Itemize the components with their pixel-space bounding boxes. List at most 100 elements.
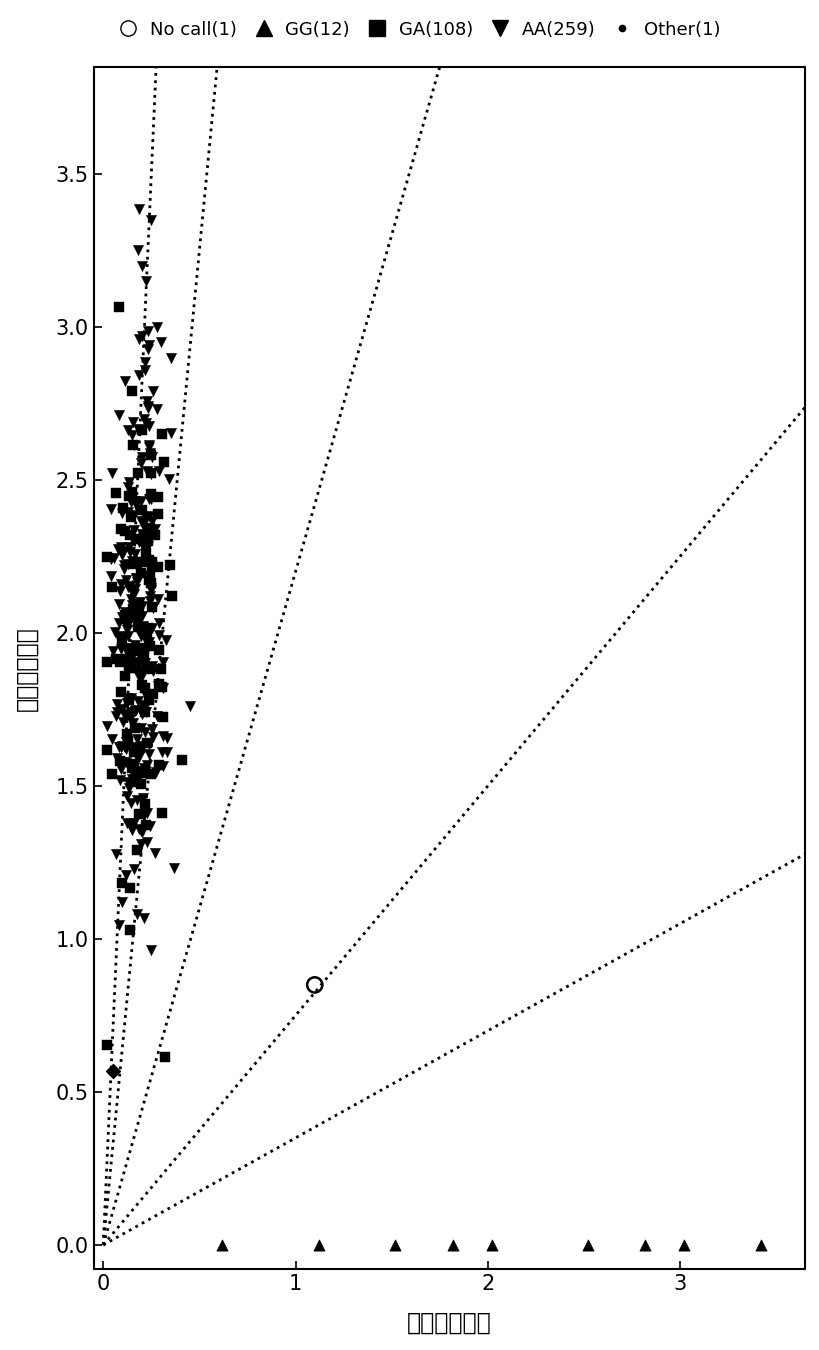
- Point: [141, 733, 154, 755]
- Point: [137, 526, 150, 548]
- Point: [124, 579, 138, 601]
- Point: [150, 705, 163, 726]
- Point: [165, 586, 179, 608]
- Point: [138, 351, 152, 373]
- Point: [110, 844, 123, 865]
- Point: [118, 603, 131, 625]
- Point: [118, 559, 131, 580]
- Point: [111, 625, 124, 647]
- Point: [136, 536, 149, 558]
- Point: [147, 597, 160, 618]
- Point: [144, 940, 157, 961]
- Point: [133, 637, 147, 659]
- Point: [114, 651, 127, 672]
- Point: [119, 738, 132, 760]
- Point: [119, 666, 132, 687]
- Point: [581, 1234, 594, 1256]
- Point: [129, 529, 143, 551]
- Point: [140, 753, 153, 775]
- Point: [119, 370, 132, 392]
- Point: [115, 502, 129, 524]
- Point: [134, 490, 147, 512]
- Point: [112, 736, 125, 757]
- Point: [145, 447, 158, 468]
- Point: [122, 418, 135, 440]
- Point: [120, 752, 133, 774]
- Point: [124, 792, 137, 814]
- Point: [128, 753, 141, 775]
- Point: [138, 409, 151, 431]
- Point: [133, 510, 147, 532]
- Point: [127, 741, 140, 763]
- Point: [122, 657, 135, 679]
- Point: [156, 706, 170, 728]
- Point: [127, 554, 140, 575]
- Point: [120, 620, 133, 641]
- Point: [122, 612, 135, 633]
- Point: [123, 707, 136, 729]
- Point: [118, 602, 131, 624]
- Point: [131, 690, 144, 711]
- Point: [131, 240, 144, 262]
- Point: [138, 518, 152, 540]
- Point: [124, 594, 138, 616]
- Point: [124, 702, 138, 724]
- Point: [143, 416, 156, 437]
- Point: [215, 1234, 229, 1256]
- Point: [138, 763, 152, 784]
- Point: [142, 733, 155, 755]
- Point: [111, 702, 124, 724]
- Point: [125, 551, 138, 572]
- Point: [106, 763, 119, 784]
- Point: [142, 397, 155, 418]
- Point: [149, 760, 162, 782]
- Point: [121, 576, 134, 598]
- Point: [129, 718, 142, 740]
- Point: [136, 666, 149, 687]
- Point: [152, 624, 165, 645]
- Point: [135, 500, 148, 521]
- Point: [142, 549, 155, 571]
- Point: [133, 652, 146, 674]
- Point: [115, 757, 128, 779]
- Point: [124, 815, 137, 837]
- Point: [175, 749, 188, 771]
- Point: [126, 598, 139, 620]
- Point: [136, 643, 149, 664]
- Point: [132, 747, 145, 768]
- Point: [146, 726, 159, 748]
- Point: [131, 728, 144, 749]
- Point: [676, 1234, 690, 1256]
- Point: [143, 505, 156, 526]
- Point: [141, 802, 154, 824]
- Point: [128, 769, 141, 791]
- Point: [146, 551, 159, 572]
- Point: [120, 687, 133, 709]
- Point: [125, 757, 138, 779]
- Point: [144, 579, 157, 601]
- Point: [147, 660, 160, 682]
- Point: [138, 907, 151, 929]
- Point: [145, 510, 158, 532]
- Point: [121, 477, 134, 498]
- Point: [140, 830, 153, 852]
- Point: [132, 462, 145, 483]
- Point: [146, 555, 159, 576]
- Point: [151, 589, 164, 610]
- Point: [135, 255, 148, 277]
- Point: [148, 524, 161, 545]
- Point: [101, 652, 114, 674]
- Point: [117, 555, 130, 576]
- Point: [134, 819, 147, 841]
- Point: [145, 655, 158, 676]
- Point: [143, 815, 156, 837]
- Point: [144, 634, 157, 656]
- Point: [152, 612, 165, 633]
- Point: [129, 657, 143, 679]
- Point: [160, 741, 173, 763]
- Point: [388, 1234, 401, 1256]
- Point: [121, 625, 134, 647]
- Point: [124, 506, 137, 528]
- Point: [129, 494, 143, 516]
- Point: [151, 316, 164, 338]
